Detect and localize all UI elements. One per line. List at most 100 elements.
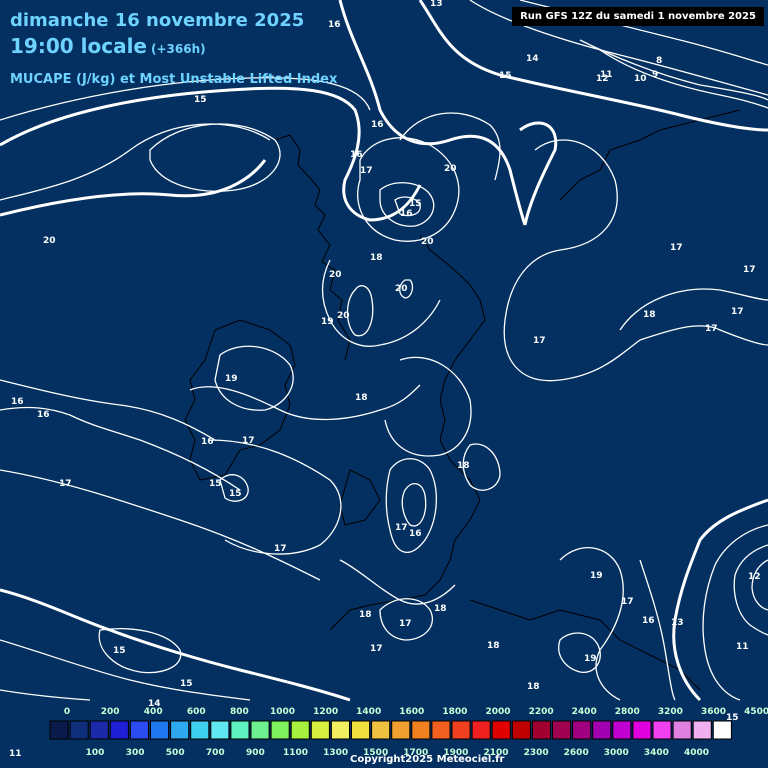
isoline xyxy=(0,379,216,441)
isoline xyxy=(751,559,768,611)
legend-swatch xyxy=(170,720,190,740)
contour-label: 18 xyxy=(487,641,500,651)
contour-label: 19 xyxy=(590,571,603,581)
legend-bottom-label: 900 xyxy=(246,748,265,758)
isoline xyxy=(385,458,437,553)
contour-label: 11 xyxy=(600,70,613,80)
coastlines xyxy=(184,109,741,691)
isoline xyxy=(321,259,441,347)
legend-bottom-label: 1100 xyxy=(283,748,308,758)
legend-swatch xyxy=(531,720,552,740)
legend-swatches xyxy=(49,720,732,740)
legend-bottom-label: 4000 xyxy=(684,748,709,758)
legend-swatch xyxy=(491,720,511,740)
legend-bottom-label: 300 xyxy=(126,748,145,758)
legend-swatch xyxy=(330,720,350,740)
legend-swatch xyxy=(612,720,632,740)
legend-top-label: 3600 xyxy=(701,707,726,717)
contour-label: 17 xyxy=(399,619,412,629)
isoline xyxy=(98,628,182,674)
isoline xyxy=(558,632,601,673)
legend-bottom-label: 500 xyxy=(166,748,185,758)
contour-label: 16 xyxy=(409,529,422,539)
contour-label: 12 xyxy=(748,572,761,582)
forecast-date: dimanche 16 novembre 2025 xyxy=(10,10,305,31)
legend-swatch xyxy=(250,720,270,740)
legend-swatch xyxy=(69,720,89,740)
isoline xyxy=(219,474,249,502)
legend-swatch xyxy=(129,720,149,740)
contour-label: 16 xyxy=(328,20,341,30)
contour-label: 20 xyxy=(329,270,342,280)
legend-swatch xyxy=(411,720,431,740)
legend-top-label: 0 xyxy=(64,707,70,717)
legend-bottom-label: 700 xyxy=(206,748,225,758)
contour-label: 17 xyxy=(360,166,373,176)
contour-label: 18 xyxy=(355,393,368,403)
forecast-time: 19:00 locale xyxy=(10,34,147,58)
legend-top-label: 3200 xyxy=(658,707,683,717)
contour-label: 15 xyxy=(180,679,193,689)
legend-swatch xyxy=(632,720,652,740)
legend-swatch xyxy=(451,720,471,740)
legend-swatch xyxy=(310,720,330,740)
legend-swatch xyxy=(49,720,69,740)
coastline-denmark-norway xyxy=(559,109,741,201)
isoline xyxy=(619,288,768,331)
legend-bottom-label: 100 xyxy=(86,748,105,758)
legend-top-label: 1000 xyxy=(270,707,295,717)
coastline-east-britain xyxy=(329,234,486,631)
contour-label: 18 xyxy=(434,604,447,614)
isoline xyxy=(214,345,294,411)
contour-label: 20 xyxy=(395,284,408,294)
contour-label: 15 xyxy=(194,95,207,105)
contour-label: 17 xyxy=(705,324,718,334)
copyright: Copyright2025 Meteociel.fr xyxy=(350,754,505,765)
isoline xyxy=(394,196,421,217)
forecast-offset: (+366h) xyxy=(151,42,206,56)
contour-label: 16 xyxy=(201,437,214,447)
legend-swatch xyxy=(210,720,230,740)
contour-label: 17 xyxy=(370,644,383,654)
legend-top-label: 1400 xyxy=(356,707,381,717)
isoline xyxy=(418,0,768,132)
contour-label: 16 xyxy=(371,120,384,130)
contour-label: 15 xyxy=(499,71,512,81)
legend-bottom-label: 1500 xyxy=(363,748,388,758)
legend-bottom-label: 3000 xyxy=(604,748,629,758)
contour-label: 16 xyxy=(37,410,50,420)
legend-swatch xyxy=(552,720,572,740)
isoline xyxy=(189,384,421,421)
legend-top-label: 1600 xyxy=(399,707,424,717)
legend-swatch xyxy=(190,720,210,740)
contour-label: 17 xyxy=(242,436,255,446)
isoline xyxy=(462,443,501,491)
contour-label: 10 xyxy=(634,74,647,84)
legend-swatch xyxy=(572,720,592,740)
contour-label: 19 xyxy=(584,654,597,664)
legend-swatch xyxy=(712,720,732,740)
contour-label: 16 xyxy=(642,616,655,626)
legend-swatch xyxy=(290,720,310,740)
run-info-box: Run GFS 12Z du samedi 1 novembre 2025 xyxy=(512,7,764,26)
legend-swatch xyxy=(652,720,672,740)
contour-label: 15 xyxy=(113,646,126,656)
contour-label: 19 xyxy=(225,374,238,384)
contour-label: 18 xyxy=(370,253,383,263)
contour-label: 18 xyxy=(527,682,540,692)
isoline xyxy=(384,356,472,457)
isoline xyxy=(0,86,422,222)
isoline xyxy=(346,285,374,337)
coastline-ireland xyxy=(184,319,296,481)
isoline xyxy=(0,77,371,121)
contour-label: 12 xyxy=(596,74,609,84)
contour-label: 20 xyxy=(421,237,434,247)
parameter-title: MUCAPE (J/kg) et Most Unstable Lifted In… xyxy=(10,72,338,87)
isoline xyxy=(401,483,427,527)
legend-swatch xyxy=(351,720,371,740)
contour-label: 15 xyxy=(409,199,422,209)
legend-swatch xyxy=(109,720,129,740)
contour-label: 17 xyxy=(621,597,634,607)
coastline-wales xyxy=(339,469,381,526)
legend-top-label: 2200 xyxy=(529,707,554,717)
